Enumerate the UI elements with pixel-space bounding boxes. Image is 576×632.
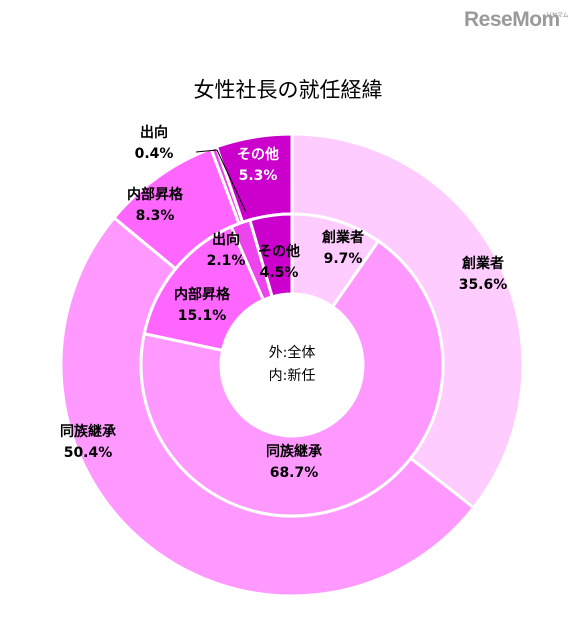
outer-label-4-value: 5.3%	[239, 168, 278, 184]
outer-label-1-name: 同族継承	[60, 423, 116, 440]
outer-label-2-name: 内部昇格	[127, 186, 184, 203]
inner-label-3-value: 2.1%	[207, 253, 246, 269]
leader-line-inner-3	[216, 149, 247, 213]
outer-label-0-name: 創業者	[461, 255, 504, 272]
center-label-1: 内:新任	[269, 368, 316, 384]
donut-hole	[221, 294, 363, 436]
outer-label-4-name: その他	[237, 146, 279, 163]
outer-label-3: 出向 0.4%	[135, 124, 174, 162]
center-label-0: 外:全体	[269, 344, 316, 361]
leader-line-outer-3	[195, 149, 218, 153]
inner-label-2-value: 15.1%	[178, 308, 227, 324]
inner-label-0-name: 創業者	[321, 229, 364, 246]
inner-label-1-name: 同族継承	[266, 443, 322, 460]
outer-label-0-value: 35.6%	[459, 277, 508, 293]
slice-labels: 創業者 35.6% 同族継承 50.4% 内部昇格 8.3% 出向 0.4% その他 5.3% 創業…	[60, 124, 507, 481]
center-labels: 外:全体内:新任	[269, 344, 316, 384]
inner-label-0-value: 9.7%	[324, 251, 363, 267]
outer-label-0: 創業者 35.6%	[459, 255, 508, 293]
inner-label-3-name: 出向	[212, 231, 240, 248]
outer-label-3-name: 出向	[140, 124, 168, 141]
outer-label-4: その他 5.3%	[237, 146, 279, 184]
outer-label-3-value: 0.4%	[135, 146, 174, 162]
inner-label-4-name: その他	[258, 243, 300, 260]
inner-label-1-value: 68.7%	[270, 465, 319, 481]
brand-tagline: リセマム	[545, 13, 569, 19]
inner-label-3: 出向 2.1%	[207, 231, 246, 269]
resemom-logo: ReseMom リセマム	[464, 8, 570, 38]
chart-title: 女性社長の就任経緯	[193, 78, 383, 102]
inner-label-2: 内部昇格 15.1%	[174, 286, 231, 324]
outer-label-1-value: 50.4%	[64, 445, 113, 461]
inner-label-4: その他 4.5%	[258, 243, 300, 281]
inner-label-2-name: 内部昇格	[174, 286, 231, 303]
inner-label-1: 同族継承 68.7%	[266, 443, 322, 481]
inner-label-0: 創業者 9.7%	[321, 229, 364, 267]
outer-label-2: 内部昇格 8.3%	[127, 186, 184, 224]
outer-label-1: 同族継承 50.4%	[60, 423, 116, 461]
inner-label-4-value: 4.5%	[260, 265, 299, 281]
inner-slice-1	[139, 239, 445, 518]
brand-name: ReseMom	[464, 8, 560, 31]
outer-label-2-value: 8.3%	[136, 208, 175, 224]
